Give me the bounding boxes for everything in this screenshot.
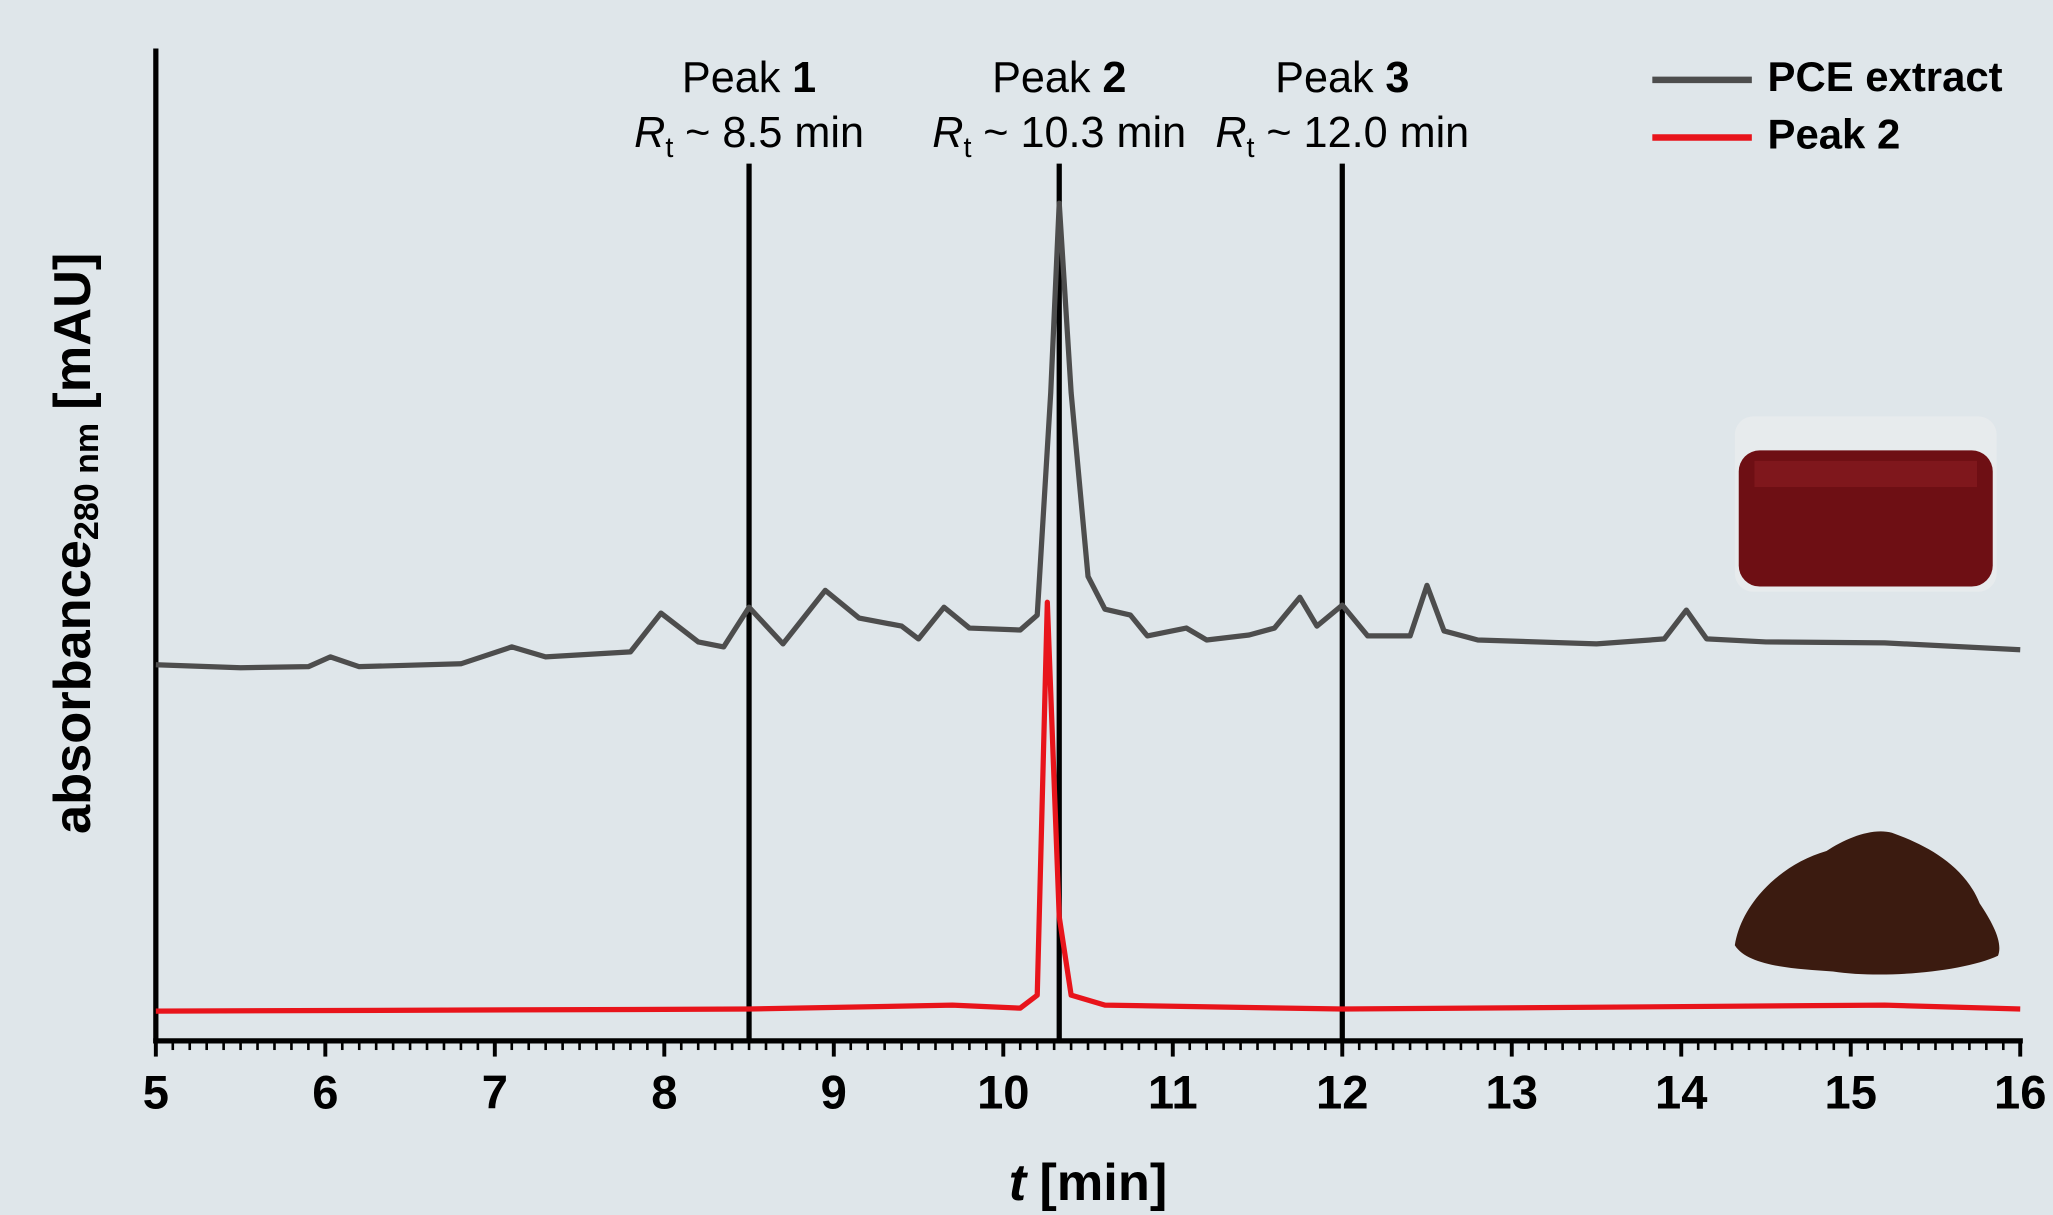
y-axis-title-unit: [mAU] — [44, 253, 102, 410]
peak-label-text: Peak — [992, 55, 1091, 103]
vial-image — [1734, 416, 1997, 592]
x-tick-label: 11 — [1148, 1065, 1198, 1118]
legend-label: Peak 2 — [1768, 111, 1901, 158]
x-tick-label: 14 — [1655, 1065, 1707, 1118]
peak-label-number: 2 — [1102, 55, 1126, 103]
y-axis-title: absorbance280 nm [mAU] — [44, 253, 106, 834]
x-tick-label: 12 — [1316, 1065, 1368, 1118]
legend-label: PCE extract — [1768, 53, 2003, 100]
rt-sub: t — [665, 132, 673, 164]
rt-symbol: R — [1215, 110, 1246, 158]
x-tick-label: 7 — [482, 1065, 508, 1118]
rt-symbol: R — [634, 110, 665, 158]
line-series — [155, 599, 2021, 1014]
rt-sub: t — [963, 132, 971, 164]
peak-label-number: 1 — [792, 55, 816, 103]
peak-label: Peak 1 — [682, 55, 816, 103]
powder-image — [1734, 831, 2000, 975]
x-axis-title-symbol: t — [1009, 1154, 1029, 1212]
rt-text: ~ 12.0 min — [1266, 110, 1469, 158]
peak-label: Peak 3 — [1275, 55, 1409, 103]
x-tick-label: 6 — [312, 1065, 338, 1118]
x-axis-title: t [min] — [1009, 1154, 1167, 1212]
rt-text: ~ 10.3 min — [983, 110, 1186, 158]
x-tick-label: 13 — [1486, 1065, 1538, 1118]
x-axis-title-unit: [min] — [1039, 1154, 1167, 1212]
rt-symbol: R — [932, 110, 963, 158]
x-tick-label: 15 — [1825, 1065, 1877, 1118]
rt-text: ~ 8.5 min — [685, 110, 864, 158]
x-tick-label: 8 — [651, 1065, 677, 1118]
retention-time: Rt ~ 10.3 min — [932, 110, 1186, 164]
retention-time: Rt ~ 12.0 min — [1215, 110, 1469, 164]
peak-label-text: Peak — [682, 55, 781, 103]
x-tick-label: 10 — [977, 1065, 1029, 1118]
peak-label-text: Peak — [1275, 55, 1374, 103]
x-tick-label: 5 — [143, 1065, 169, 1118]
x-tick-label: 9 — [821, 1065, 847, 1118]
x-tick-label: 16 — [1994, 1065, 2046, 1118]
peak-label: Peak 2 — [992, 55, 1126, 103]
rt-sub: t — [1247, 132, 1255, 164]
peak-label-number: 3 — [1385, 55, 1409, 103]
y-axis-title-text: absorbance — [44, 540, 102, 834]
y-axis-title-sub: 280 nm — [68, 423, 106, 540]
retention-time: Rt ~ 8.5 min — [634, 110, 864, 164]
line-series — [155, 200, 2021, 671]
